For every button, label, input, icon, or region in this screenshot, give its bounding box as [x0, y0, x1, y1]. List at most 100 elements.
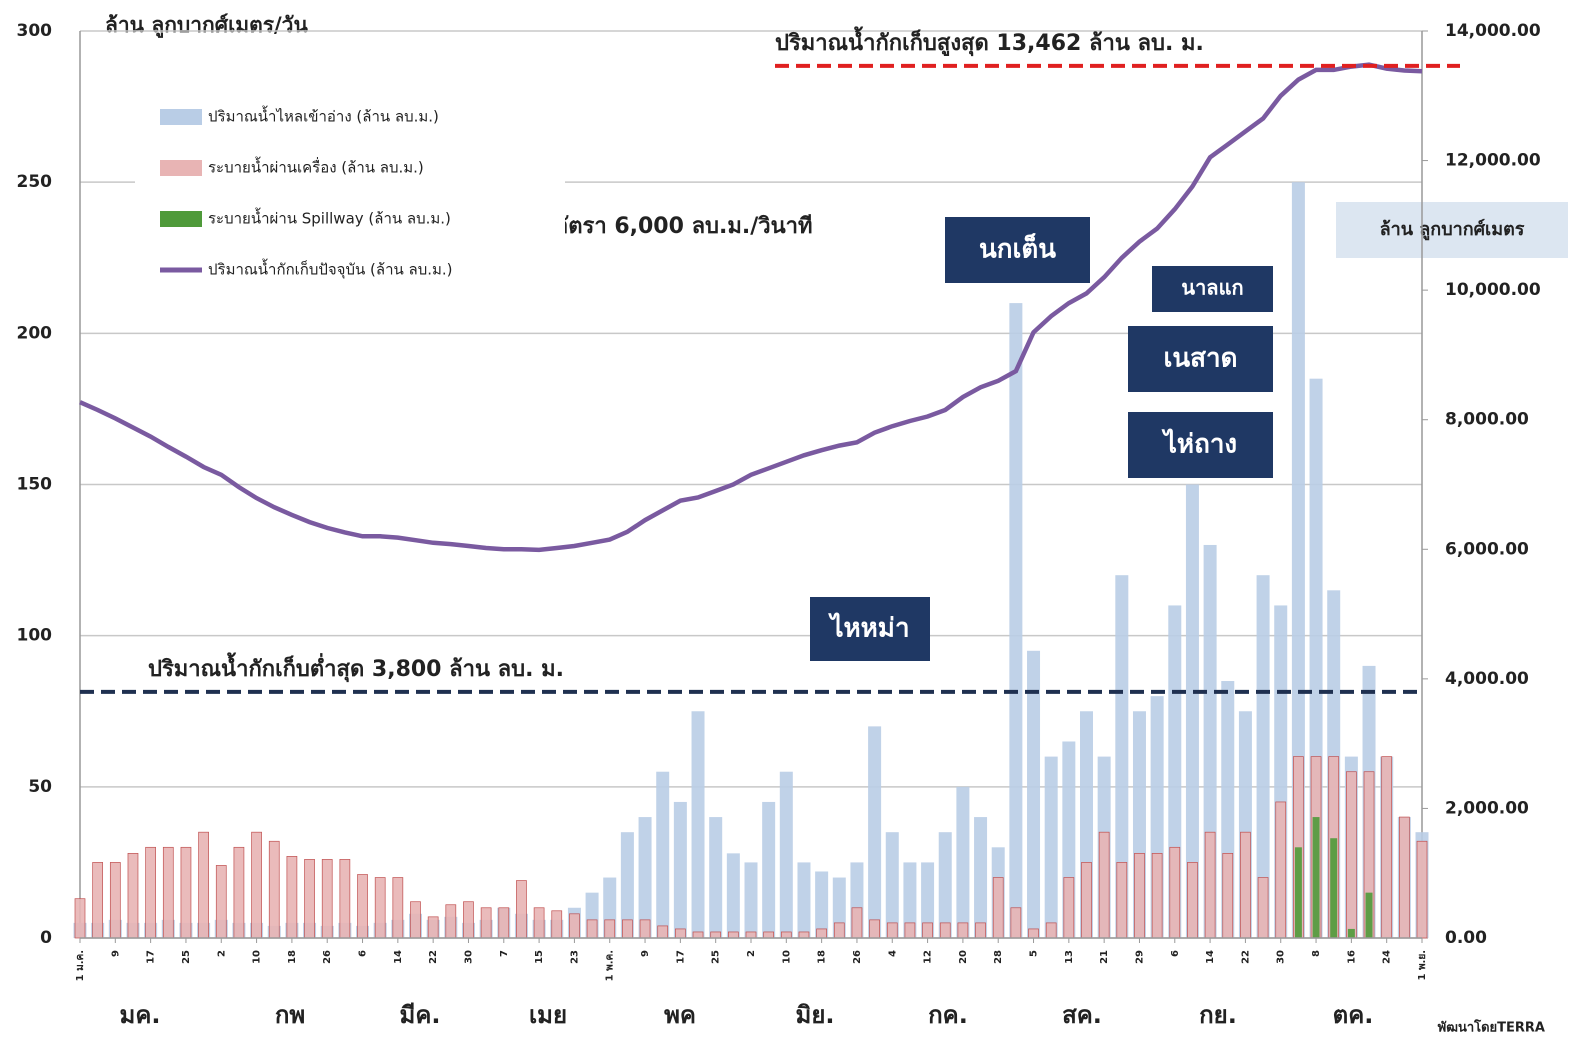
bar [1381, 756, 1393, 939]
bar [763, 931, 775, 939]
reference-label: ปริมาณน้ำกักเก็บต่ำสุด 3,800 ล้าน ลบ. ม. [148, 652, 564, 683]
bar [109, 862, 121, 939]
legend-label: ระบายน้ำผ่าน Spillway (ล้าน ลบ.ม.) [208, 208, 451, 228]
x-tick-label: 2 [746, 950, 757, 957]
storm-box [1128, 412, 1273, 478]
bar [833, 922, 845, 939]
bar [498, 907, 510, 939]
y-tick-label: 250 [17, 172, 53, 192]
bar [304, 859, 315, 939]
bar [709, 817, 723, 938]
y-tick-label: 200 [17, 323, 53, 343]
bar [816, 928, 827, 939]
bar [797, 862, 811, 938]
storm-label: นกเต็น [979, 233, 1056, 265]
bar [815, 871, 829, 938]
x-tick-label: 12 [923, 950, 934, 964]
bar [1275, 801, 1287, 939]
bar [779, 771, 793, 938]
bar [604, 919, 616, 939]
bar [656, 771, 670, 938]
storm-label: ไหหม่า [827, 612, 909, 644]
bar [869, 919, 880, 939]
x-tick-label: 24 [1382, 950, 1393, 964]
bar [145, 846, 156, 939]
month-label: กพ [275, 1001, 305, 1029]
bar [516, 880, 527, 939]
legend-swatch [160, 211, 202, 227]
legend-label: ปริมาณน้ำกักเก็บปัจจุบัน (ล้าน ลบ.ม.) [208, 259, 453, 280]
legend-box [135, 88, 565, 293]
bar [1204, 831, 1216, 939]
bar [1257, 877, 1269, 939]
x-tick-label: 26 [852, 950, 863, 964]
bar [533, 907, 545, 939]
x-tick-label: 16 [1346, 950, 1357, 964]
month-label: มค. [120, 1001, 161, 1029]
bar [463, 901, 474, 939]
x-tick-label: 25 [181, 950, 192, 964]
bar [445, 904, 457, 939]
bar [622, 919, 633, 939]
bar [691, 711, 705, 938]
y2-tick-label: 12,000.00 [1445, 151, 1541, 171]
bar [780, 931, 792, 939]
storm-label: เนสาด [1163, 344, 1237, 374]
x-tick-label: 22 [1240, 950, 1251, 964]
y2-axis-label: ล้าน ลูกบากศ์เมตร [1380, 218, 1525, 241]
bar [938, 832, 952, 938]
bar [374, 877, 386, 939]
y2-tick-label: 0.00 [1445, 928, 1487, 948]
x-tick-label: 23 [569, 950, 580, 964]
credit: พัฒนาโดยTERRA [1438, 1019, 1545, 1036]
month-label: มิย. [796, 1001, 835, 1029]
storm-box [810, 597, 930, 661]
x-tick-label: 18 [287, 950, 298, 964]
bar [1346, 771, 1357, 939]
bar [586, 919, 598, 939]
bar [727, 931, 739, 939]
bar [657, 925, 669, 939]
bar [1009, 303, 1023, 939]
y2-tick-label: 10,000.00 [1445, 280, 1541, 300]
bar [251, 831, 262, 939]
y-tick-label: 0 [40, 928, 52, 948]
y2-label-box [1336, 202, 1568, 258]
y-tick-label: 300 [17, 21, 53, 41]
x-tick-label: 9 [110, 950, 121, 957]
legend-swatch [160, 109, 202, 125]
bar [268, 840, 280, 939]
reference-label: ปริมาณน้ำกักเก็บสูงสุด 13,462 ล้าน ลบ. ม… [775, 26, 1204, 57]
bar [956, 786, 970, 938]
x-tick-label: 10 [252, 950, 263, 964]
storm-label: นาลแก [1181, 276, 1243, 300]
bar [886, 922, 898, 939]
x-tick-label: 14 [1205, 950, 1216, 964]
bar [127, 852, 139, 939]
x-tick-label: 6 [1170, 950, 1181, 957]
bar [92, 862, 104, 939]
bar [1256, 575, 1270, 938]
bar [638, 817, 652, 938]
bar [726, 853, 740, 938]
legend-label: ระบายน้ำผ่านเครื่อง (ล้าน ลบ.ม.) [208, 157, 424, 177]
month-label: มีค. [400, 1001, 441, 1029]
bar [1398, 816, 1410, 939]
month-label: พค [664, 1001, 696, 1029]
month-label: กย. [1199, 1001, 1237, 1029]
x-tick-label: 28 [993, 950, 1004, 964]
bar [1045, 922, 1057, 939]
x-tick-label: 7 [499, 950, 510, 957]
x-tick-label: 1 ม.ค. [75, 950, 86, 981]
x-tick-label: 29 [1134, 950, 1145, 964]
month-label: ตค. [1333, 1001, 1374, 1029]
y-tick-label: 150 [17, 475, 53, 495]
month-label: สค. [1062, 1001, 1102, 1029]
bar [1151, 852, 1163, 939]
x-tick-label: 17 [675, 950, 686, 964]
bar [198, 831, 209, 939]
bar [1222, 852, 1234, 939]
x-tick-label: 1 พ.ค. [605, 950, 616, 981]
legend-swatch [160, 160, 202, 176]
